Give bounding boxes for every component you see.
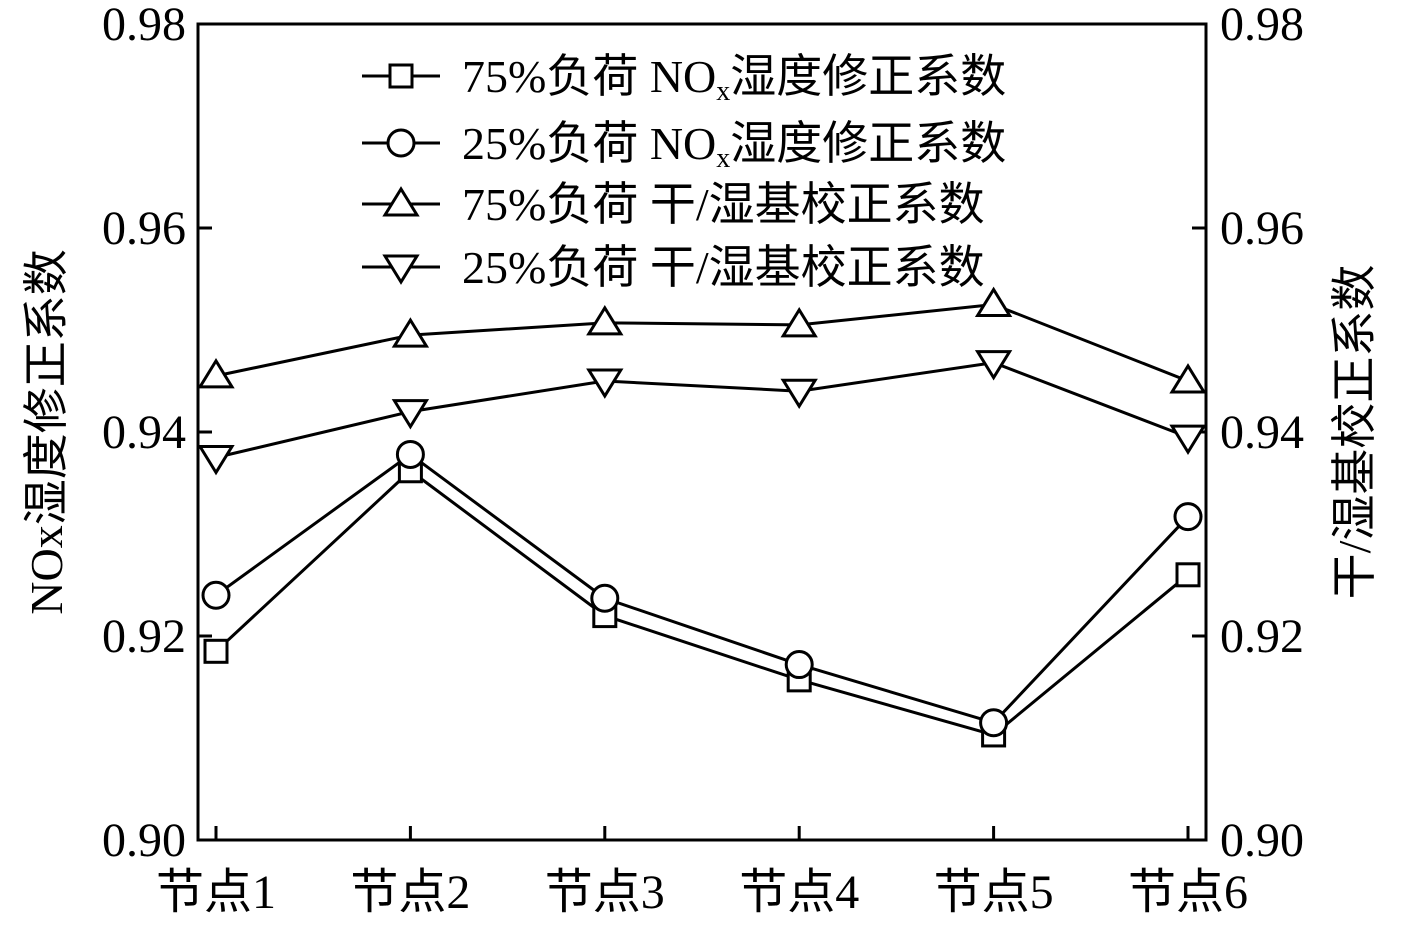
- y-tick-label-right: 0.94: [1220, 406, 1304, 459]
- data-point: [391, 399, 430, 430]
- data-point: [197, 358, 235, 389]
- data-point: [979, 708, 1009, 738]
- legend-item: 25%负荷 NOx湿度修正系数: [362, 118, 1006, 174]
- x-tick-label: 节点2: [350, 866, 470, 919]
- legend-item: 75%负荷 干/湿基校正系数: [362, 179, 985, 230]
- tick-labels: 0.90 0.90 0.92 0.92 0.94 0.94 0.96 0.96 0.98 0.98…: [102, 0, 1304, 919]
- series-1: [203, 458, 1201, 748]
- data-point: [974, 350, 1013, 381]
- data-point: [395, 439, 425, 469]
- data-point: [784, 650, 814, 680]
- y-tick-label-right: 0.92: [1220, 610, 1304, 663]
- data-point: [590, 583, 620, 613]
- legend-label: 75%负荷 NOx湿度修正系数: [462, 51, 1006, 107]
- x-tick-label: 节点1: [156, 866, 276, 919]
- data-point: [201, 580, 231, 610]
- y-tick-label-left: 0.96: [102, 202, 186, 255]
- data-point: [780, 307, 818, 338]
- series-line: [215, 452, 1190, 725]
- data-point: [1169, 424, 1207, 455]
- y-tick-label-left: 0.92: [102, 610, 186, 663]
- legend-item: 25%负荷 干/湿基校正系数: [362, 242, 985, 293]
- y-axis-title-left: NOx湿度修正系数: [21, 249, 72, 614]
- y-tick-label-right: 0.90: [1220, 814, 1304, 867]
- data-point: [391, 317, 430, 348]
- x-tick-label: 节点5: [934, 866, 1054, 919]
- legend-marker: [382, 186, 420, 217]
- data-point: [197, 445, 235, 476]
- series-line: [215, 302, 1189, 383]
- y-tick-label-right: 0.98: [1220, 0, 1304, 51]
- y-tick-label-left: 0.94: [102, 406, 186, 459]
- legend-label: 25%负荷 NOx湿度修正系数: [462, 118, 1006, 174]
- x-tick-label: 节点3: [545, 866, 665, 919]
- y-axis-title-right: 干/湿基校正系数: [1329, 265, 1380, 600]
- data-point: [586, 368, 624, 399]
- legend-marker: [382, 254, 420, 285]
- ticks: [198, 22, 1206, 842]
- data-point: [1169, 363, 1207, 394]
- y-tick-label-right: 0.96: [1220, 202, 1304, 255]
- legend-label: 75%负荷 干/湿基校正系数: [462, 179, 985, 230]
- data-point: [586, 304, 624, 336]
- y-tick-label-left: 0.90: [102, 814, 186, 867]
- x-tick-label: 节点4: [739, 866, 859, 919]
- data-point: [1173, 502, 1203, 532]
- legend-item: 75%负荷 NOx湿度修正系数: [362, 51, 1006, 107]
- legend-marker: [386, 128, 416, 158]
- legend-label: 25%负荷 干/湿基校正系数: [462, 242, 985, 293]
- data-point: [203, 638, 229, 664]
- series-2: [201, 439, 1203, 738]
- data-point: [780, 378, 818, 410]
- series-3: [197, 286, 1207, 394]
- series-group: [197, 286, 1207, 748]
- data-point: [1175, 562, 1201, 588]
- legend-marker: [388, 63, 414, 89]
- series-line: [215, 361, 1189, 459]
- x-tick-label: 节点6: [1128, 866, 1248, 919]
- series-4: [197, 350, 1207, 476]
- y-tick-label-left: 0.98: [102, 0, 186, 51]
- series-line: [214, 468, 1189, 737]
- data-point: [974, 286, 1013, 317]
